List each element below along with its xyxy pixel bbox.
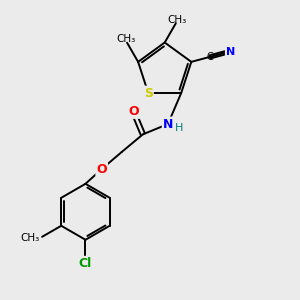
- Text: O: O: [129, 105, 140, 118]
- Text: H: H: [175, 123, 183, 133]
- Text: N: N: [226, 47, 235, 57]
- Text: C: C: [206, 52, 213, 62]
- Text: CH₃: CH₃: [20, 233, 39, 243]
- Text: Cl: Cl: [79, 257, 92, 270]
- Text: N: N: [163, 118, 173, 130]
- Text: S: S: [144, 87, 153, 100]
- Text: O: O: [96, 163, 107, 176]
- Text: CH₃: CH₃: [116, 34, 135, 44]
- Text: CH₃: CH₃: [168, 15, 187, 25]
